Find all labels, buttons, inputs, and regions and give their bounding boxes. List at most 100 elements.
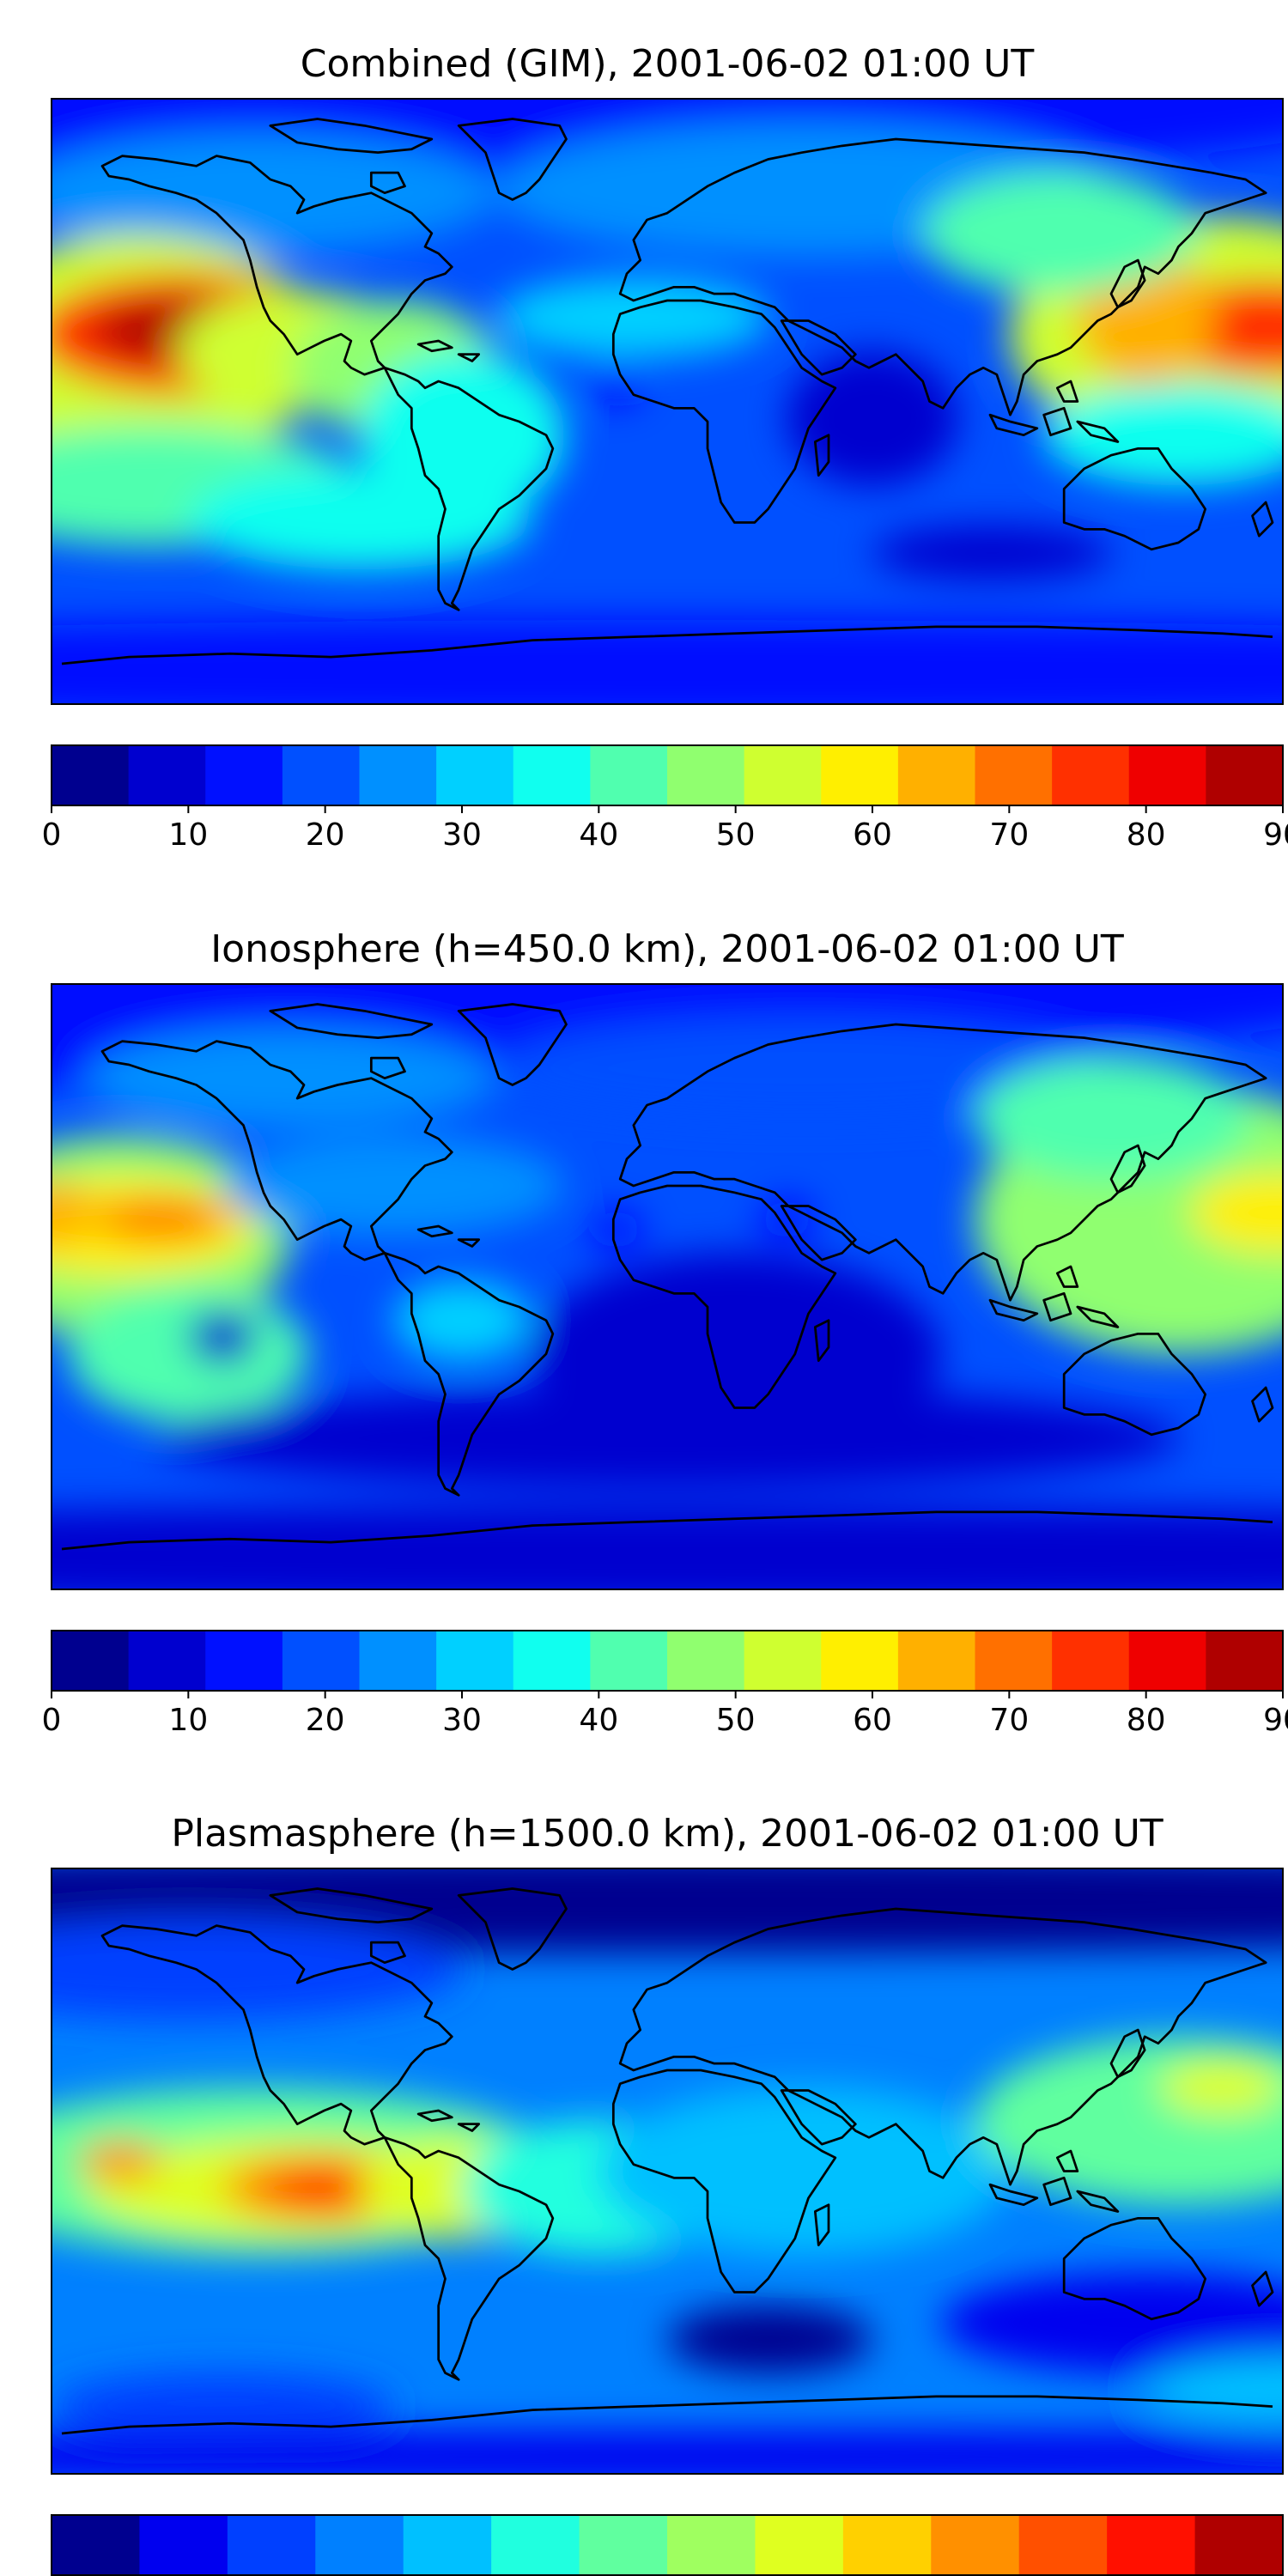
field-blob bbox=[872, 526, 1112, 580]
colorbar-segment bbox=[897, 745, 975, 805]
field-blob bbox=[52, 1179, 93, 1247]
colorbar-segment bbox=[744, 745, 822, 805]
colorbar-frame bbox=[51, 2514, 1284, 2576]
colorbar-tick-label: 30 bbox=[442, 1703, 482, 1738]
field-blob bbox=[588, 364, 644, 405]
panel-title: Ionosphere (h=450.0 km), 2001-06-02 01:0… bbox=[210, 927, 1124, 971]
colorbar-tick-label: 50 bbox=[716, 817, 756, 853]
field-blob bbox=[52, 2430, 1283, 2474]
colorbar-segment bbox=[579, 2515, 668, 2575]
field-blob bbox=[188, 1309, 257, 1364]
colorbar-segment bbox=[931, 2515, 1020, 2575]
field-blob bbox=[667, 2306, 872, 2373]
colorbar-tick-label: 70 bbox=[989, 1703, 1029, 1738]
field-blob bbox=[598, 2087, 1010, 2256]
colorbar-segment bbox=[842, 2515, 932, 2575]
colorbar: 05101520253035 bbox=[51, 2514, 1284, 2576]
colorbar-segment bbox=[821, 745, 899, 805]
field-blob bbox=[393, 1279, 531, 1361]
field-blob bbox=[78, 2141, 161, 2182]
colorbar-segment bbox=[1206, 1631, 1284, 1691]
map-panel-2: Ionosphere (h=450.0 km), 2001-06-02 01:0… bbox=[42, 927, 1288, 1738]
field-blob bbox=[52, 1918, 462, 2020]
colorbar-segment bbox=[282, 1631, 360, 1691]
field-blob bbox=[52, 620, 1283, 704]
colorbar-segment bbox=[755, 2515, 844, 2575]
colorbar-tick-label: 80 bbox=[1127, 817, 1166, 853]
panel-title: Combined (GIM), 2001-06-02 01:00 UT bbox=[301, 42, 1035, 86]
colorbar-segment bbox=[491, 2515, 580, 2575]
colorbar-segment bbox=[52, 1631, 130, 1691]
colorbar-frame bbox=[51, 744, 1284, 806]
colorbar-segment bbox=[975, 745, 1053, 805]
colorbar-segment bbox=[359, 745, 437, 805]
colorbar-segment bbox=[897, 1631, 975, 1691]
colorbar: 0 10 20 30 40 50 60 70 80 90 bbox=[42, 1630, 1288, 1738]
field-blob bbox=[759, 1199, 815, 1240]
colorbar-segment bbox=[513, 745, 591, 805]
field-blob bbox=[154, 1388, 1181, 1489]
field-blob bbox=[495, 1018, 1112, 1119]
colorbar-tick-label: 40 bbox=[579, 1703, 618, 1738]
map-panel-1: Combined (GIM), 2001-06-02 01:00 UT 0 10 20… bbox=[42, 42, 1288, 853]
colorbar-segment bbox=[52, 745, 130, 805]
colorbar-tick-label: 10 bbox=[168, 1703, 208, 1738]
colorbar-segment bbox=[590, 1631, 668, 1691]
colorbar-segment bbox=[667, 745, 745, 805]
colorbar-tick-label: 10 bbox=[168, 817, 208, 853]
field-blob bbox=[52, 2372, 394, 2440]
colorbar-tick-label: 20 bbox=[306, 817, 345, 853]
colorbar-segment bbox=[227, 2515, 316, 2575]
colorbar-segment bbox=[1107, 2515, 1196, 2575]
colorbar-segment bbox=[590, 745, 668, 805]
colorbar-tick-label: 0 bbox=[42, 817, 62, 853]
colorbar-segment bbox=[436, 1631, 514, 1691]
colorbar-segment bbox=[403, 2515, 492, 2575]
colorbar-segment bbox=[1128, 1631, 1206, 1691]
field-blob bbox=[52, 1505, 1283, 1589]
field-blob bbox=[263, 2171, 387, 2205]
colorbar-segment bbox=[975, 1631, 1053, 1691]
field-blob bbox=[495, 276, 770, 358]
colorbar-tick-label: 60 bbox=[853, 1703, 892, 1738]
field-blob bbox=[1159, 2060, 1283, 2114]
field-blob bbox=[588, 1209, 644, 1250]
colorbar-segment bbox=[436, 745, 514, 805]
colorbar-segment bbox=[205, 1631, 283, 1691]
colorbar-frame bbox=[51, 1630, 1284, 1692]
colorbar-segment bbox=[139, 2515, 228, 2575]
map-frame bbox=[51, 983, 1284, 1590]
field-blob bbox=[85, 1027, 496, 1129]
colorbar-segment bbox=[1206, 745, 1284, 805]
colorbar-segment bbox=[744, 1631, 822, 1691]
contour-field bbox=[52, 984, 1283, 1589]
field-blob bbox=[787, 350, 958, 486]
colorbar-tick-label: 90 bbox=[1263, 1703, 1288, 1738]
field-blob bbox=[188, 468, 531, 570]
field-blob bbox=[1190, 1172, 1283, 1254]
colorbar-segment bbox=[359, 1631, 437, 1691]
colorbar-tick-label: 0 bbox=[42, 1703, 62, 1738]
map-frame bbox=[51, 98, 1284, 705]
field-blob bbox=[1145, 2355, 1283, 2424]
field-blob bbox=[68, 1286, 308, 1422]
colorbar-segment bbox=[667, 1631, 745, 1691]
field-blob bbox=[222, 1135, 565, 1236]
colorbar-tick-label: 60 bbox=[853, 817, 892, 853]
colorbar: 0 10 20 30 40 50 60 70 80 90 bbox=[42, 744, 1288, 853]
field-blob bbox=[940, 2272, 1283, 2373]
colorbar-segment bbox=[1194, 2515, 1284, 2575]
colorbar-tick-label: 30 bbox=[442, 817, 482, 853]
colorbar-segment bbox=[1018, 2515, 1108, 2575]
colorbar-segment bbox=[513, 1631, 591, 1691]
colorbar-tick-label: 80 bbox=[1127, 1703, 1166, 1738]
panel-title: Plasmasphere (h=1500.0 km), 2001-06-02 0… bbox=[171, 1812, 1163, 1856]
contour-field bbox=[52, 99, 1283, 704]
colorbar-segment bbox=[128, 745, 206, 805]
colorbar-segment bbox=[205, 745, 283, 805]
colorbar-tick-label: 90 bbox=[1263, 817, 1288, 853]
colorbar-segment bbox=[128, 1631, 206, 1691]
colorbar-segment bbox=[1128, 745, 1206, 805]
map-panel-3: Plasmasphere (h=1500.0 km), 2001-06-02 0… bbox=[51, 1812, 1284, 2576]
